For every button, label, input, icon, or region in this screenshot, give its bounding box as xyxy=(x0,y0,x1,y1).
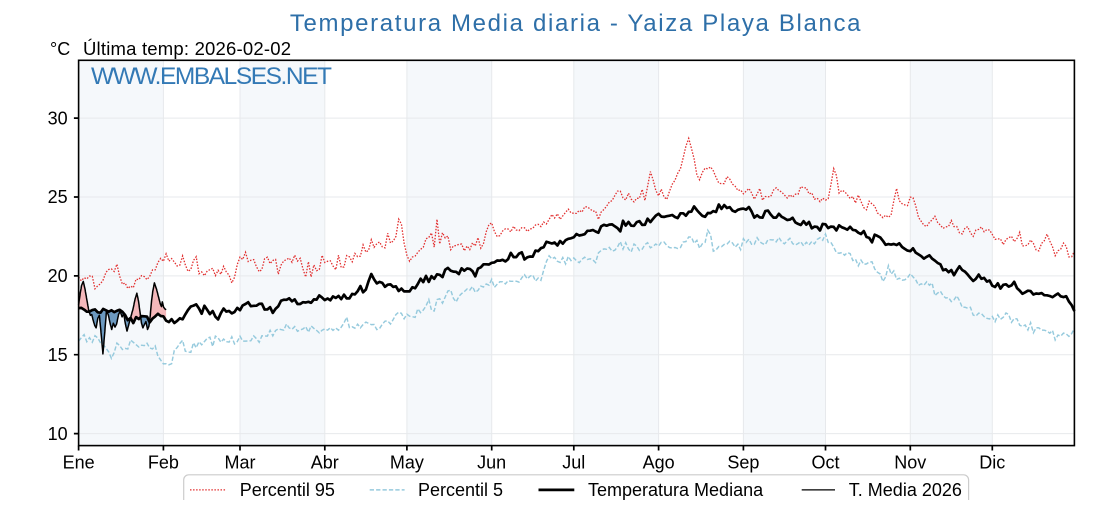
svg-text:May: May xyxy=(390,453,424,473)
svg-text:Mar: Mar xyxy=(225,453,256,473)
svg-text:25: 25 xyxy=(48,187,68,207)
svg-text:°C: °C xyxy=(50,39,70,59)
svg-text:Ago: Ago xyxy=(643,453,675,473)
svg-text:Nov: Nov xyxy=(894,453,926,473)
svg-text:Sep: Sep xyxy=(727,453,759,473)
svg-text:Temperatura Media diaria - Yai: Temperatura Media diaria - Yaiza Playa B… xyxy=(290,10,862,37)
svg-text:Jul: Jul xyxy=(562,453,585,473)
svg-text:Dic: Dic xyxy=(979,453,1005,473)
svg-text:Temperatura Mediana: Temperatura Mediana xyxy=(588,480,764,500)
svg-text:Oct: Oct xyxy=(811,453,839,473)
svg-text:WWW.EMBALSES.NET: WWW.EMBALSES.NET xyxy=(91,63,332,90)
svg-text:30: 30 xyxy=(48,108,68,128)
svg-text:Abr: Abr xyxy=(311,453,339,473)
svg-text:Jun: Jun xyxy=(477,453,506,473)
svg-text:Percentil 95: Percentil 95 xyxy=(240,480,335,500)
svg-text:20: 20 xyxy=(48,266,68,286)
svg-text:10: 10 xyxy=(48,424,68,444)
svg-text:Percentil 5: Percentil 5 xyxy=(418,480,503,500)
svg-text:Ene: Ene xyxy=(63,453,95,473)
svg-text:T. Media 2026: T. Media 2026 xyxy=(849,480,962,500)
svg-text:Última temp: 2026-02-02: Última temp: 2026-02-02 xyxy=(83,38,291,59)
svg-text:Feb: Feb xyxy=(148,453,179,473)
svg-text:15: 15 xyxy=(48,345,68,365)
